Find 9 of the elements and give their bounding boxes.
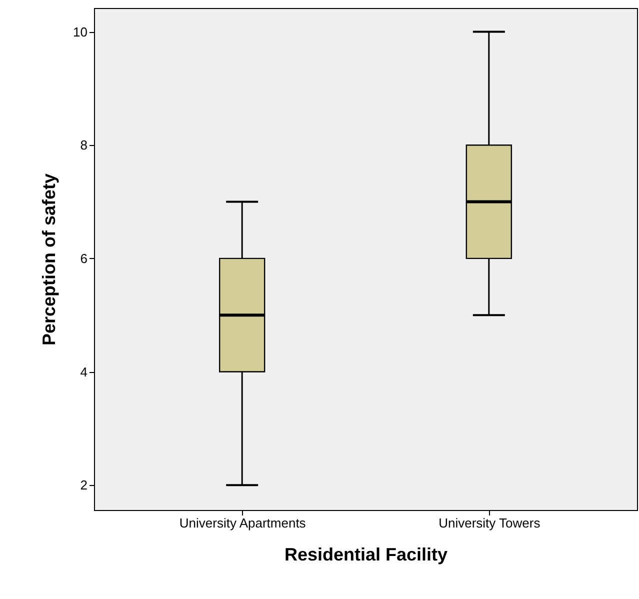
y-tick-label: 4 xyxy=(80,364,88,380)
y-tick-label: 6 xyxy=(80,250,88,266)
y-tick-label: 8 xyxy=(80,138,88,153)
y-tick-label: 2 xyxy=(80,478,88,493)
y-axis-title: Perception of safety xyxy=(39,173,60,346)
x-tick-label: University Apartments xyxy=(179,516,306,530)
x-tick-label: University Towers xyxy=(438,516,541,530)
x-axis-title: Residential Facility xyxy=(284,544,448,564)
y-tick-label: 10 xyxy=(73,24,88,40)
